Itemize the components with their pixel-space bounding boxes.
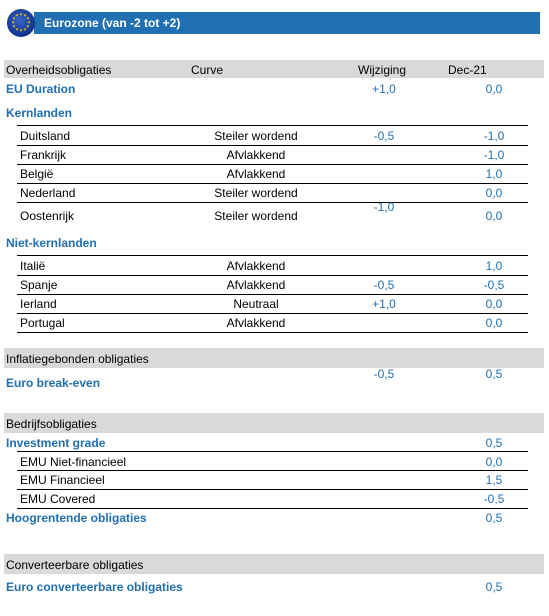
sector-name: EMU Covered — [20, 492, 96, 506]
current-value: -1,0 — [483, 148, 505, 162]
curve-value: Afvlakkend — [226, 167, 286, 181]
svg-text:★: ★ — [12, 16, 16, 21]
country-name: Ierland — [20, 297, 57, 311]
country-name: Italië — [20, 259, 46, 273]
header: ★ ★ ★ ★ ★ ★ ★ ★ ★ ★ ★ ★ Eurozone (van -2 tot +2) — [4, 8, 540, 38]
eu-duration-current: 0,0 — [485, 82, 503, 96]
change-value: -0,5 — [373, 278, 395, 292]
core-heading: Kernlanden — [6, 106, 73, 120]
divider — [17, 489, 528, 490]
svg-text:★: ★ — [12, 24, 16, 29]
curve-value: Steiler wordend — [214, 209, 298, 223]
corporate-band — [4, 413, 544, 433]
svg-text:★: ★ — [19, 12, 23, 17]
divider — [17, 508, 528, 509]
country-name: Duitsland — [20, 129, 71, 143]
sector-name: EMU Financieel — [20, 473, 105, 487]
curve-value: Afvlakkend — [226, 278, 286, 292]
country-name: Nederland — [20, 186, 76, 200]
title-bar — [34, 12, 540, 34]
current-value: 0,0 — [485, 186, 503, 200]
curve-value: Afvlakkend — [226, 259, 286, 273]
convertibles-current: 0,5 — [485, 580, 503, 594]
curve-value: Neutraal — [233, 297, 279, 311]
svg-text:★: ★ — [26, 16, 30, 21]
divider — [17, 470, 528, 471]
divider — [17, 164, 528, 165]
inflation-heading: Inflatiegebonden obligaties — [6, 352, 149, 366]
current-value: 0,0 — [485, 209, 503, 223]
sector-name: EMU Niet-financieel — [20, 455, 127, 469]
page-title: Eurozone (van -2 tot +2) — [44, 16, 181, 30]
divider — [17, 451, 528, 452]
non-core-heading: Niet-kernlanden — [6, 236, 97, 250]
svg-text:★: ★ — [15, 26, 19, 31]
divider — [17, 313, 528, 314]
divider — [17, 275, 528, 276]
divider — [17, 332, 528, 333]
svg-text:★: ★ — [23, 26, 27, 31]
investment-grade-current: 0,5 — [485, 436, 503, 450]
convertibles-label: Euro converteerbare obligaties — [6, 580, 183, 594]
current-value: 0,0 — [485, 455, 503, 469]
curve-value: Steiler wordend — [214, 186, 298, 200]
divider — [17, 294, 528, 295]
column-change: Wijziging — [358, 63, 407, 77]
svg-text:★: ★ — [27, 20, 31, 25]
current-value: 1,0 — [485, 259, 503, 273]
change-value: -0,5 — [373, 129, 395, 143]
current-value: 1,0 — [485, 167, 503, 181]
corporate-heading: Bedrijfsobligaties — [6, 417, 97, 431]
inflation-band — [4, 348, 544, 368]
country-name: Spanje — [20, 278, 58, 292]
column-current: Dec-21 — [448, 63, 487, 77]
current-value: -1,0 — [483, 129, 505, 143]
investment-grade-label: Investment grade — [6, 436, 106, 450]
inflation-current: 0,5 — [485, 367, 503, 381]
svg-text:★: ★ — [23, 13, 27, 18]
svg-text:★: ★ — [15, 13, 19, 18]
current-value: 1,5 — [485, 473, 503, 487]
high-yield-current: 0,5 — [485, 511, 503, 525]
high-yield-label: Hoogrentende obligaties — [6, 511, 147, 525]
current-value: -0,5 — [483, 278, 505, 292]
eu-flag-icon: ★ ★★ ★★★ ★★★ ★★★ — [7, 9, 35, 37]
svg-text:★: ★ — [11, 20, 15, 25]
divider — [17, 125, 528, 126]
convertibles-heading: Converteerbare obligaties — [6, 558, 144, 572]
inflation-change: -0,5 — [373, 367, 395, 381]
country-name: België — [20, 167, 54, 181]
divider — [17, 145, 528, 146]
inflation-label: Euro break-even — [6, 376, 101, 390]
column-header-band — [4, 60, 544, 78]
divider — [17, 183, 528, 184]
current-value: -0,5 — [483, 492, 505, 506]
divider — [17, 255, 528, 256]
country-name: Oostenrijk — [20, 209, 75, 223]
current-value: 0,0 — [485, 316, 503, 330]
svg-text:★: ★ — [26, 24, 30, 29]
svg-text:★: ★ — [19, 28, 23, 33]
curve-value: Afvlakkend — [226, 316, 286, 330]
eu-duration-change: +1,0 — [372, 82, 396, 96]
curve-value: Afvlakkend — [226, 148, 286, 162]
column-curve: Curve — [191, 63, 224, 77]
country-name: Portugal — [20, 316, 65, 330]
convertibles-band — [4, 554, 544, 574]
column-category: Overheidsobligaties — [6, 63, 112, 77]
change-value: +1,0 — [372, 297, 396, 311]
curve-value: Steiler wordend — [214, 129, 298, 143]
eu-duration-label: EU Duration — [6, 82, 76, 96]
current-value: 0,0 — [485, 297, 503, 311]
core-shared-change: -1,0 — [373, 200, 395, 214]
country-name: Frankrijk — [20, 148, 67, 162]
divider — [17, 202, 528, 203]
